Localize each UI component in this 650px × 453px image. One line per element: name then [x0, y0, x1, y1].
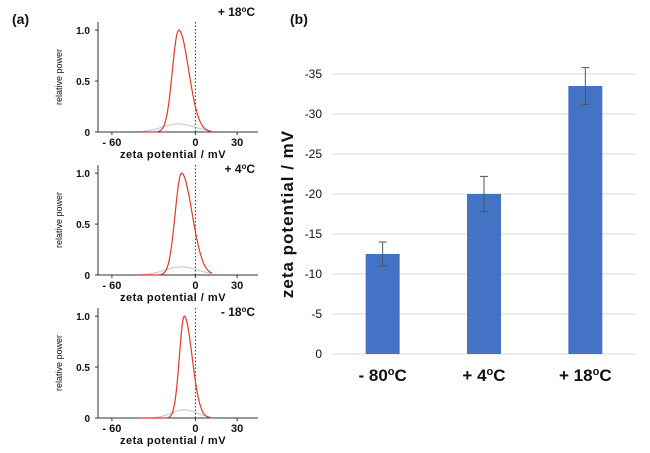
y-axis-label: relative power: [54, 192, 64, 248]
x-tick-label: 30: [231, 423, 243, 435]
y-tick-label: 0: [84, 128, 90, 139]
y-tick-label: 0: [84, 271, 90, 282]
y-axis-label: relative power: [54, 335, 64, 391]
y-tick-label: 0.5: [76, 77, 90, 88]
y-tick-label: 1.0: [76, 26, 90, 37]
y-tick-label: -5: [311, 307, 322, 321]
distribution-series-line: [139, 172, 213, 276]
category-label: + 18oC: [559, 366, 612, 385]
y-axis-label: relative power: [54, 49, 64, 105]
y-tick-label: -30: [305, 107, 323, 121]
line-charts-panel: 0 0.5 1.0 - 60 0 30 zeta potential / mV relativ…: [54, 5, 258, 447]
bar: [568, 86, 603, 354]
x-tick-label: 0: [192, 280, 198, 292]
temperature-annotation: + 18oC: [218, 5, 255, 20]
y-tick-label: -35: [305, 67, 323, 81]
x-tick-label: - 60: [102, 137, 121, 149]
y-tick-label: 1.0: [76, 169, 90, 180]
y-tick-label: -15: [305, 227, 323, 241]
distribution-series-line: [139, 29, 213, 133]
y-tick-label: -20: [305, 187, 323, 201]
y-tick-label: -10: [305, 267, 323, 281]
x-tick-label: 30: [231, 137, 243, 149]
line-chart-3: 0 0.5 1.0 - 60 0 30 zeta potential / mV relativ…: [54, 305, 258, 447]
y-tick-label: 0.5: [76, 363, 90, 374]
y-tick-label: -25: [305, 147, 323, 161]
line-chart-1: 0 0.5 1.0 - 60 0 30 zeta potential / mV relativ…: [54, 5, 258, 161]
bar-chart-panel: 0 -5 -10 -15 -20 -25 -30 -35 zeta potential / mV…: [278, 67, 636, 385]
y-tick-label: 0.5: [76, 220, 90, 231]
bar: [365, 254, 400, 354]
x-tick-label: - 60: [102, 280, 121, 292]
y-tick-label: 0: [315, 347, 322, 361]
panel-label-a: (a): [12, 11, 29, 27]
category-label: - 80oC: [359, 366, 407, 385]
category-label: + 4oC: [462, 366, 505, 385]
x-axis-label: zeta potential / mV: [120, 435, 226, 447]
panel-label-b: (b): [290, 11, 308, 27]
x-axis-label: zeta potential / mV: [120, 292, 226, 304]
y-axis-label: zeta potential / mV: [278, 130, 297, 298]
x-tick-label: 0: [192, 423, 198, 435]
x-tick-label: 0: [192, 137, 198, 149]
distribution-series-line: [139, 315, 213, 419]
x-tick-label: - 60: [102, 423, 121, 435]
baseline-series-line: [139, 123, 213, 132]
y-tick-label: 1.0: [76, 312, 90, 323]
temperature-annotation: - 18oC: [221, 305, 255, 320]
bar: [467, 194, 501, 354]
x-axis-label: zeta potential / mV: [120, 149, 226, 161]
temperature-annotation: + 4oC: [225, 162, 256, 177]
line-chart-2: 0 0.5 1.0 - 60 0 30 zeta potential / mV relativ…: [54, 162, 258, 304]
baseline-series-line: [139, 266, 213, 276]
x-tick-label: 30: [231, 280, 243, 292]
baseline-series-line: [139, 409, 213, 419]
y-tick-label: 0: [84, 414, 90, 425]
